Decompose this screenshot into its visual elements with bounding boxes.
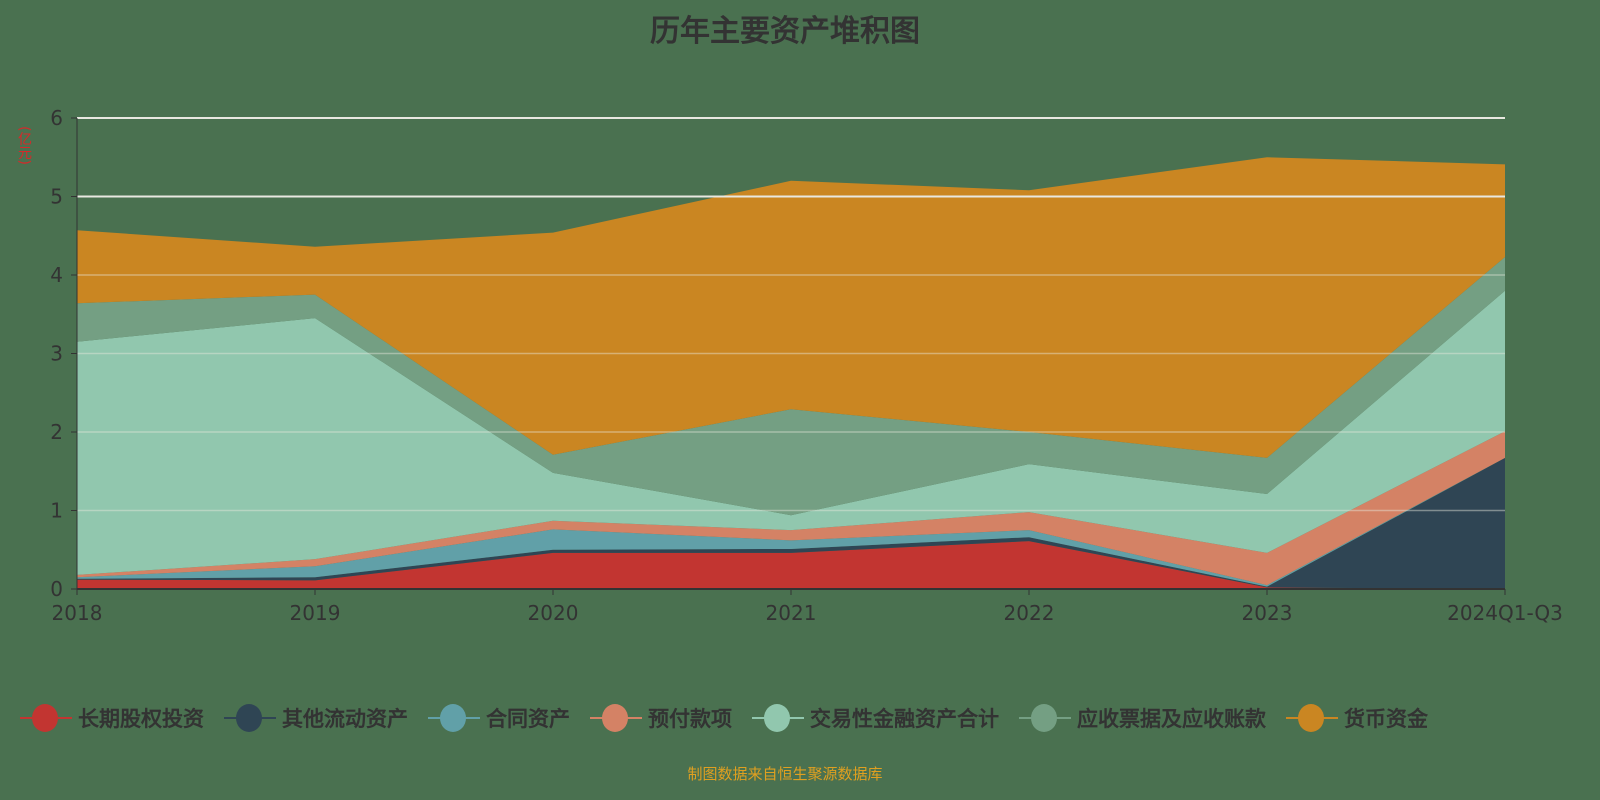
- legend-marker-icon: [1019, 704, 1071, 732]
- legend-marker-icon: [428, 704, 480, 732]
- x-tick-label: 2022: [1004, 601, 1055, 625]
- y-tick-label: 0: [50, 577, 63, 601]
- y-tick-label: 3: [50, 342, 63, 366]
- source-note: 制图数据来自恒生聚源数据库: [687, 765, 883, 783]
- legend-marker-icon: [590, 704, 642, 732]
- legend-item[interactable]: 其他流动资产: [224, 703, 408, 733]
- legend-label: 应收票据及应收账款: [1077, 707, 1266, 731]
- legend-item[interactable]: 交易性金融资产合计: [752, 703, 999, 733]
- legend-label: 货币资金: [1344, 707, 1428, 731]
- y-tick-label: 4: [50, 263, 63, 287]
- y-axis-unit: (亿元): [16, 126, 32, 165]
- chart-title: 历年主要资产堆积图: [650, 14, 920, 49]
- x-tick-label: 2023: [1242, 601, 1293, 625]
- x-tick-label: 2018: [52, 601, 103, 625]
- legend-label: 其他流动资产: [282, 707, 408, 731]
- legend-marker-icon: [752, 704, 804, 732]
- legend-marker-icon: [20, 704, 72, 732]
- x-tick-label: 2024Q1-Q3: [1447, 601, 1563, 625]
- x-tick-label: 2019: [290, 601, 341, 625]
- y-tick-label: 2: [50, 420, 63, 444]
- area-series-5: [77, 290, 1505, 575]
- legend-item[interactable]: 长期股权投资: [20, 703, 204, 733]
- x-tick-label: 2020: [528, 601, 579, 625]
- legend-item[interactable]: 预付款项: [590, 703, 732, 733]
- x-tick-label: 2021: [766, 601, 817, 625]
- legend-label: 合同资产: [486, 707, 570, 731]
- legend-item[interactable]: 应收票据及应收账款: [1019, 703, 1266, 733]
- y-tick-label: 5: [50, 185, 63, 209]
- y-tick-label: 1: [50, 499, 63, 523]
- legend-marker-icon: [224, 704, 276, 732]
- area-series-2: [77, 457, 1505, 589]
- legend-item[interactable]: 货币资金: [1286, 703, 1428, 733]
- legend-item[interactable]: 合同资产: [428, 703, 570, 733]
- legend: 长期股权投资 其他流动资产 合同资产 预付款项 交易性金融资产合计 应收票据及应收账款 货币…: [20, 703, 1428, 733]
- area-series-3: [77, 457, 1505, 587]
- legend-marker-icon: [1286, 704, 1338, 732]
- area-series-4: [77, 431, 1505, 586]
- legend-label: 交易性金融资产合计: [810, 707, 999, 731]
- legend-label: 预付款项: [648, 707, 732, 731]
- area-series-1: [77, 541, 1505, 589]
- area-series-6: [77, 256, 1505, 516]
- legend-label: 长期股权投资: [78, 707, 204, 731]
- y-tick-label: 6: [50, 106, 63, 130]
- area-series-7: [77, 157, 1505, 458]
